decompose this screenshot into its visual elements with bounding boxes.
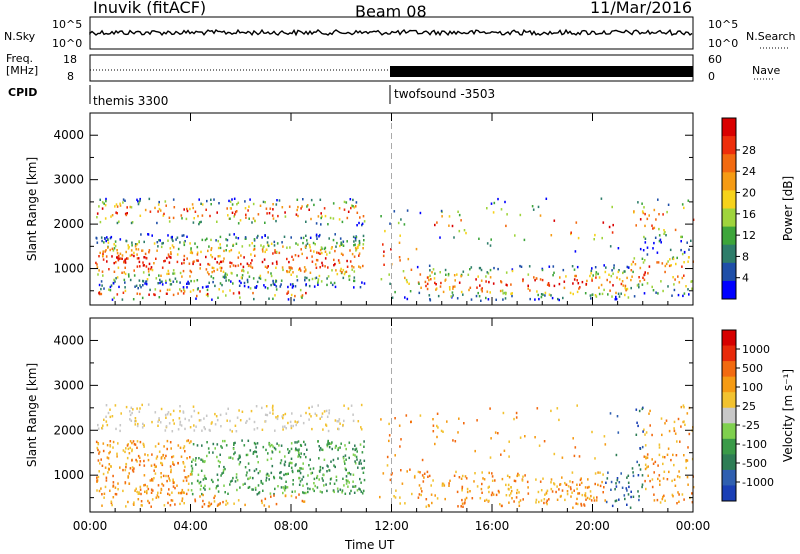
power-colorbar-label: 8 [742, 250, 749, 263]
freq-label-line2: [MHz] [6, 64, 39, 77]
cpid-label: CPID [8, 86, 38, 99]
nave-label: Nave [752, 64, 781, 77]
x-tick-label: 20:00 [575, 519, 610, 533]
cpid-themis: themis 3300 [93, 94, 169, 108]
vel-scatter-layer [95, 403, 695, 509]
nsky-trace [89, 28, 693, 37]
x-tick-label: 16:00 [475, 519, 510, 533]
nsky-bottom-tick: 10^0 [52, 37, 83, 50]
vel-colorbar-cell [722, 345, 736, 362]
vel-ytick-label: 2000 [53, 423, 84, 437]
x-tick-label: 04:00 [173, 519, 208, 533]
vel-colorbar-cell [722, 330, 736, 347]
vel-colorbar-label: 1000 [742, 343, 770, 356]
power-colorbar-cell [722, 136, 736, 155]
vel-colorbar-cell [722, 423, 736, 440]
power-colorbar-cell [722, 280, 736, 300]
vel-colorbar-cell [722, 376, 736, 393]
power-colorbar-label: 4 [742, 272, 749, 285]
vel-colorbar-cell [722, 454, 736, 471]
freq-bottom-tick: 8 [67, 70, 74, 83]
nsky-label: N.Sky [4, 30, 36, 43]
power-colorbar-cell [722, 208, 736, 228]
nsearch-bottom-tick: 10^0 [708, 37, 739, 50]
nsearch-label: N.Search [746, 30, 796, 43]
power-colorbar-frame [721, 117, 737, 300]
vel-ylabel: Slant Range [km] [25, 363, 39, 467]
beam-title: Beam 08 [355, 2, 427, 21]
power-ytick-label: 3000 [53, 173, 84, 187]
vel-colorbar-frame [721, 329, 737, 502]
vel-ytick-label: 1000 [53, 468, 84, 482]
vel-colorbar-label: 100 [742, 381, 763, 394]
power-colorbar-cell [722, 118, 736, 137]
x-tick-label: 08:00 [274, 519, 309, 533]
power-colorbar-cell [722, 226, 736, 246]
power-colorbar-title: Power [dB] [781, 176, 795, 241]
vel-colorbar-cell [722, 392, 736, 409]
power-ylabel: Slant Range [km] [25, 157, 39, 261]
x-tick-label: 00:00 [676, 519, 711, 533]
nsky-top-tick: 10^5 [52, 18, 83, 31]
power-colorbar-label: 24 [742, 165, 756, 178]
vel-ytick-label: 4000 [53, 333, 84, 347]
vel-colorbar-label: -100 [742, 438, 767, 451]
power-colorbar-cell [722, 244, 736, 264]
vel-colorbar-cell [722, 485, 736, 502]
power-colorbar-cell [722, 190, 736, 209]
nave-bottom-tick: 0 [708, 70, 715, 83]
vel-colorbar-label: -500 [742, 457, 767, 470]
vel-colorbar-label: 500 [742, 362, 763, 375]
vel-colorbar-label: 25 [742, 400, 756, 413]
x-tick-label: 12:00 [374, 519, 409, 533]
vel-colorbar-cell [722, 438, 736, 455]
freq-label-line1: Freq. [6, 52, 34, 65]
power-ytick-label: 2000 [53, 217, 84, 231]
power-colorbar-cell [722, 154, 736, 173]
vel-ytick-label: 3000 [53, 378, 84, 392]
vel-colorbar-title: Velocity [m s⁻¹] [781, 369, 795, 462]
station-title: Inuvik (fitACF) [93, 0, 207, 17]
power-colorbar-label: 20 [742, 187, 756, 200]
x-axis-title: Time UT [345, 538, 395, 552]
x-tick-label: 00:00 [73, 519, 108, 533]
power-colorbar-label: 16 [742, 208, 756, 221]
power-scatter-layer [95, 197, 695, 302]
power-ytick-label: 1000 [53, 262, 84, 276]
nave-top-tick: 60 [708, 53, 722, 66]
vel-colorbar-cell [722, 469, 736, 486]
freq-top-tick: 18 [63, 53, 77, 66]
vel-colorbar-label: -25 [742, 419, 760, 432]
vel-colorbar-label: -1000 [742, 476, 774, 489]
power-ytick-label: 4000 [53, 128, 84, 142]
nsearch-top-tick: 10^5 [708, 18, 739, 31]
date-title: 11/Mar/2016 [590, 0, 693, 17]
power-colorbar-label: 28 [742, 144, 756, 157]
vel-colorbar-cell [722, 407, 736, 424]
power-colorbar-cell [722, 172, 736, 191]
vel-colorbar-cell [722, 361, 736, 378]
cpid-twofsound: twofsound -3503 [394, 87, 496, 101]
nave-trace [390, 66, 693, 77]
power-colorbar-label: 12 [742, 229, 756, 242]
power-colorbar-cell [722, 262, 736, 282]
